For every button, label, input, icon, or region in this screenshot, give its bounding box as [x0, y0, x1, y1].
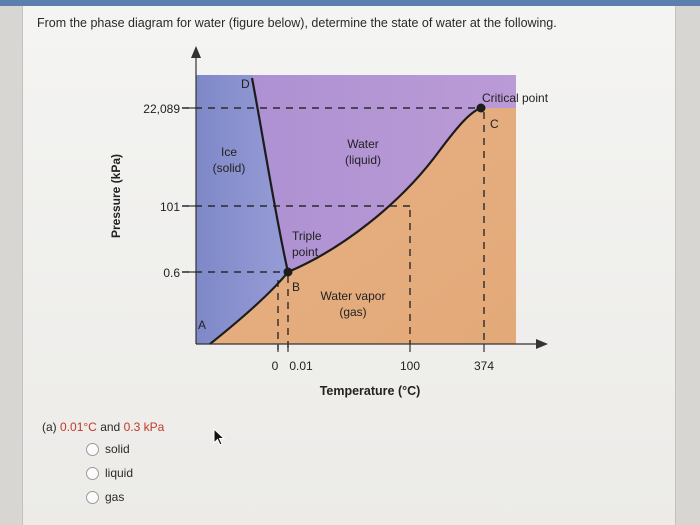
y-tick-0-6: 0.6 [163, 266, 180, 280]
x-tick-0-01: 0.01 [289, 359, 313, 373]
option-solid[interactable]: solid [86, 442, 130, 456]
option-liquid-label: liquid [105, 466, 134, 480]
question-text: From the phase diagram for water (figure… [37, 16, 557, 30]
option-gas[interactable]: gas [86, 490, 124, 504]
y-axis-title: Pressure (kPa) [109, 154, 123, 238]
vapor-sublabel: (gas) [339, 305, 366, 319]
vapor-label: Water vapor [321, 289, 386, 303]
x-axis-title: Temperature (°C) [320, 384, 421, 398]
gas-region [210, 108, 516, 344]
point-a-label: A [198, 318, 206, 332]
tick-marks [186, 107, 485, 352]
mouse-pointer-icon [213, 428, 226, 446]
water-label: Water [347, 137, 379, 151]
vaporization-curve [287, 106, 482, 274]
radio-liquid[interactable] [86, 466, 99, 480]
triple-point-marker [283, 267, 293, 277]
ice-sublabel: (solid) [213, 161, 246, 175]
ice-label: Ice [221, 145, 237, 159]
sublimation-curve [209, 271, 289, 345]
triple-point-label: Triple [292, 229, 322, 243]
part-a-pressure: 0.3 kPa [123, 420, 165, 434]
radio-solid[interactable] [86, 442, 99, 456]
part-a-prefix: (a) [42, 420, 57, 434]
water-sublabel: (liquid) [345, 153, 381, 167]
point-b-label: B [292, 280, 300, 294]
solid-region [196, 75, 288, 344]
y-tick-22089: 22,089 [143, 102, 180, 116]
axes [195, 55, 538, 345]
x-tick-0: 0 [272, 359, 279, 373]
phase-boundaries [209, 77, 482, 345]
y-axis-arrow [191, 46, 201, 58]
part-a-temperature: 0.01°C [60, 420, 97, 434]
option-gas-label: gas [105, 490, 125, 504]
y-tick-101: 101 [160, 200, 180, 214]
critical-point-label: Critical point [482, 91, 549, 105]
top-banner [0, 0, 700, 6]
point-d-label: D [241, 77, 250, 91]
x-tick-374: 374 [474, 359, 494, 373]
triple-point-sublabel: point [292, 245, 319, 259]
option-solid-label: solid [105, 442, 130, 456]
x-tick-100: 100 [400, 359, 420, 373]
fusion-curve [250, 77, 290, 273]
guide-lines [182, 107, 485, 350]
option-liquid[interactable]: liquid [86, 466, 133, 480]
point-c-label: C [490, 117, 499, 131]
part-a-and: and [100, 420, 121, 434]
radio-gas[interactable] [86, 490, 99, 504]
critical-point-marker [476, 103, 486, 113]
part-a-question: (a) 0.01°C and 0.3 kPa [42, 420, 164, 434]
x-axis-arrow [536, 339, 548, 349]
